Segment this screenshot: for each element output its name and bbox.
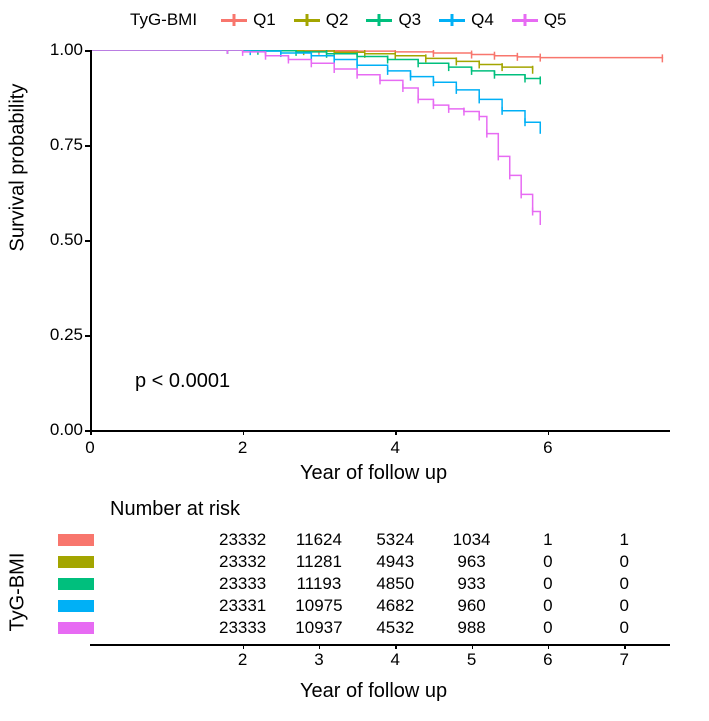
x-axis-label: Year of follow up xyxy=(300,462,447,485)
legend-item-label: Q5 xyxy=(544,10,567,30)
legend-title: TyG-BMI xyxy=(130,10,197,30)
risk-table-cell: 0 xyxy=(619,618,628,638)
y-axis-line xyxy=(90,50,92,430)
risk-table-cell: 10975 xyxy=(295,596,342,616)
survival-curve-q5 xyxy=(90,50,540,221)
risk-table-title: Number at risk xyxy=(110,498,240,521)
legend-item-label: Q2 xyxy=(326,10,349,30)
y-tick-mark xyxy=(85,50,90,52)
risk-row-swatch-icon xyxy=(58,622,94,634)
risk-table-cell: 4532 xyxy=(376,618,414,638)
risk-table-cell: 23332 xyxy=(219,530,266,550)
risk-table-cell: 0 xyxy=(543,574,552,594)
risk-table-cell: 960 xyxy=(457,596,485,616)
y-tick-mark xyxy=(85,335,90,337)
x-tick-mark xyxy=(243,430,245,435)
legend-item-label: Q3 xyxy=(398,10,421,30)
risk-table-cell: 0 xyxy=(543,618,552,638)
risk-table-cell: 933 xyxy=(457,574,485,594)
risk-table-cell: 10937 xyxy=(295,618,342,638)
risk-row-swatch-icon xyxy=(58,556,94,568)
y-axis-label: Survival probability xyxy=(7,84,30,252)
y-tick-mark xyxy=(85,240,90,242)
risk-x-tick-label: 4 xyxy=(391,650,400,670)
x-tick-label: 2 xyxy=(238,438,247,458)
legend: TyG-BMI Q1 Q2 Q3 Q4 Q5 xyxy=(130,10,567,30)
risk-table-cell: 0 xyxy=(619,596,628,616)
legend-item-q4: Q4 xyxy=(439,10,494,30)
figure-container: TyG-BMI Q1Q2Q3Q4Q5 Survival probability … xyxy=(0,0,709,721)
risk-x-tick-label: 3 xyxy=(314,650,323,670)
x-tick-mark xyxy=(395,430,397,435)
p-value-text: p < 0.0001 xyxy=(135,370,230,393)
risk-row-swatch-icon xyxy=(58,600,94,612)
risk-table-cell: 988 xyxy=(457,618,485,638)
risk-x-tick-label: 6 xyxy=(543,650,552,670)
risk-table-cell: 23331 xyxy=(219,596,266,616)
risk-table-cell: 4850 xyxy=(376,574,414,594)
legend-item-q1: Q1 xyxy=(221,10,276,30)
x-tick-mark xyxy=(90,430,92,435)
x-tick-label: 6 xyxy=(543,438,552,458)
risk-table-cell: 1034 xyxy=(453,530,491,550)
y-tick-mark xyxy=(85,145,90,147)
risk-table-cell: 0 xyxy=(543,596,552,616)
x-tick-mark xyxy=(548,430,550,435)
risk-row-swatch-icon xyxy=(58,578,94,590)
risk-x-tick-mark xyxy=(624,644,626,649)
x-tick-label: 4 xyxy=(391,438,400,458)
x-tick-label: 0 xyxy=(85,438,94,458)
legend-item-q5: Q5 xyxy=(512,10,567,30)
risk-row-swatch-icon xyxy=(58,534,94,546)
legend-swatch-icon xyxy=(439,19,465,22)
risk-table-cell: 11281 xyxy=(296,552,342,572)
risk-table-cell: 11193 xyxy=(297,574,342,594)
risk-table-cell: 5324 xyxy=(376,530,414,550)
risk-x-axis-label: Year of follow up xyxy=(300,680,447,703)
risk-x-tick-mark xyxy=(243,644,245,649)
risk-table-cell: 963 xyxy=(457,552,485,572)
risk-y-axis-label: TyG-BMI xyxy=(7,553,30,632)
legend-swatch-icon xyxy=(221,19,247,22)
legend-item-label: Q1 xyxy=(253,10,276,30)
risk-table-cell: 0 xyxy=(619,574,628,594)
legend-item-q2: Q2 xyxy=(294,10,349,30)
risk-table-cell: 23332 xyxy=(219,552,266,572)
risk-x-axis-line xyxy=(90,644,670,646)
risk-table-cell: 0 xyxy=(619,552,628,572)
y-tick-label: 0.50 xyxy=(50,230,83,250)
y-tick-label: 0.25 xyxy=(50,325,83,345)
risk-x-tick-mark xyxy=(395,644,397,649)
y-tick-label: 0.00 xyxy=(50,420,83,440)
legend-swatch-icon xyxy=(294,19,320,22)
risk-table-cell: 4943 xyxy=(376,552,414,572)
risk-table-cell: 4682 xyxy=(376,596,414,616)
legend-swatch-icon xyxy=(512,19,538,22)
risk-x-tick-mark xyxy=(472,644,474,649)
y-tick-label: 1.00 xyxy=(50,40,83,60)
legend-swatch-icon xyxy=(366,19,392,22)
risk-x-tick-label: 5 xyxy=(467,650,476,670)
risk-x-tick-mark xyxy=(548,644,550,649)
y-tick-label: 0.75 xyxy=(50,135,83,155)
risk-x-tick-label: 7 xyxy=(619,650,628,670)
risk-x-tick-mark xyxy=(319,644,321,649)
risk-table-cell: 1 xyxy=(619,530,628,550)
risk-table-cell: 11624 xyxy=(296,530,342,550)
legend-item-q3: Q3 xyxy=(366,10,421,30)
risk-table-cell: 23333 xyxy=(219,618,266,638)
risk-table-cell: 0 xyxy=(543,552,552,572)
risk-x-tick-label: 2 xyxy=(238,650,247,670)
risk-table-cell: 23333 xyxy=(219,574,266,594)
x-axis-line xyxy=(90,430,670,432)
risk-table-cell: 1 xyxy=(543,530,552,550)
legend-item-label: Q4 xyxy=(471,10,494,30)
